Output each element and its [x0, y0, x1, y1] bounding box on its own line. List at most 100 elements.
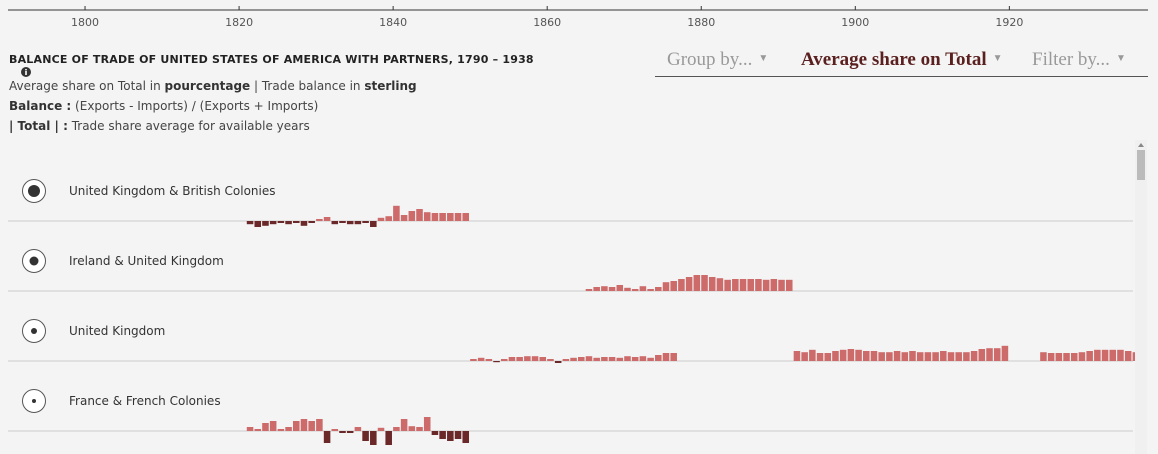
- bar: [824, 353, 832, 361]
- bar: [339, 431, 346, 433]
- bar: [500, 359, 508, 361]
- bar: [585, 289, 593, 291]
- bar: [1078, 352, 1086, 361]
- bar: [932, 352, 939, 361]
- bar: [708, 277, 716, 291]
- bar: [924, 352, 932, 361]
- bar: [277, 429, 285, 431]
- bar: [685, 277, 693, 291]
- scrollbar-thumb[interactable]: [1137, 150, 1145, 180]
- bar: [408, 426, 416, 431]
- bar: [608, 287, 616, 291]
- bar: [470, 359, 477, 361]
- bar: [531, 356, 539, 361]
- bar: [601, 286, 608, 291]
- bar: [439, 213, 446, 221]
- bar: [639, 356, 647, 361]
- bar: [1001, 345, 1009, 361]
- bar: [970, 351, 978, 361]
- bar: [323, 217, 331, 221]
- bar: [547, 359, 554, 361]
- note-bold: pourcentage: [164, 79, 251, 93]
- bar: [323, 431, 331, 443]
- x-tick-label: 1820: [225, 16, 253, 29]
- bar: [316, 219, 323, 221]
- bar: [246, 221, 254, 225]
- bar: [993, 348, 1001, 361]
- bar: [393, 205, 400, 221]
- bar: [986, 348, 993, 361]
- bar: [431, 213, 439, 221]
- bar: [423, 212, 431, 221]
- bar: [377, 427, 385, 431]
- row-icon-dot: [31, 328, 37, 334]
- bar: [978, 349, 986, 361]
- bar: [839, 349, 847, 361]
- bar: [1063, 353, 1070, 361]
- bar: [308, 421, 315, 431]
- group-by[interactable]: Group by... ▼: [667, 49, 769, 70]
- bar: [285, 427, 292, 431]
- bar: [416, 209, 423, 221]
- bar: [947, 352, 955, 361]
- bar: [485, 359, 493, 361]
- x-tick-label: 1920: [995, 16, 1023, 29]
- bar: [593, 287, 600, 291]
- note-text: | Trade balance in: [250, 79, 365, 93]
- bar: [254, 221, 262, 227]
- scrollbar-track: [1135, 140, 1147, 454]
- bar: [855, 349, 862, 361]
- bar: [670, 281, 677, 291]
- bar: [447, 213, 454, 221]
- bar: [1117, 349, 1124, 361]
- bar: [1109, 349, 1117, 361]
- bar: [339, 221, 346, 223]
- bar: [1040, 352, 1047, 361]
- bar: [1094, 349, 1101, 361]
- bar: [631, 357, 639, 361]
- title: BALANCE OF TRADE OF UNITED STATES OF AME…: [9, 53, 534, 79]
- bar: [400, 215, 408, 221]
- bar: [739, 279, 747, 291]
- bar: [801, 352, 808, 361]
- bar: [816, 353, 824, 361]
- bar: [762, 279, 770, 291]
- bar: [362, 431, 369, 441]
- bar: [293, 421, 300, 431]
- bar: [747, 279, 755, 291]
- metric-select[interactable]: Average share on Total ▼: [801, 49, 1003, 70]
- bar: [354, 221, 362, 225]
- bar: [1101, 349, 1109, 361]
- filter-by[interactable]: Filter by... ▼: [1032, 49, 1126, 70]
- bar: [493, 361, 500, 363]
- bar: [770, 279, 778, 291]
- bar: [940, 351, 947, 361]
- info-icon[interactable]: [21, 67, 31, 77]
- note-text: (Exports - Imports) / (Exports + Imports…: [71, 99, 319, 113]
- bar: [477, 357, 485, 361]
- x-tick-label: 1840: [379, 16, 407, 29]
- x-tick-label: 1880: [687, 16, 715, 29]
- bar: [439, 431, 446, 439]
- bar: [462, 213, 470, 221]
- bar: [909, 351, 916, 361]
- bar: [1086, 351, 1093, 361]
- bar: [893, 351, 901, 361]
- bar: [578, 357, 585, 361]
- note: | Total | : Trade share average for avai…: [9, 119, 310, 133]
- row-name: United Kingdom & British Colonies: [69, 184, 275, 198]
- bar: [269, 421, 277, 431]
- bar: [447, 431, 454, 441]
- bar: [832, 351, 839, 361]
- bar: [724, 279, 731, 291]
- bar: [554, 361, 562, 363]
- bar: [778, 279, 785, 291]
- bar: [454, 213, 462, 221]
- bar: [516, 357, 523, 361]
- bar: [732, 279, 739, 291]
- scroll-arrow[interactable]: [1138, 143, 1144, 147]
- row-name: United Kingdom: [69, 324, 165, 338]
- bar: [400, 419, 408, 431]
- bar: [331, 429, 339, 431]
